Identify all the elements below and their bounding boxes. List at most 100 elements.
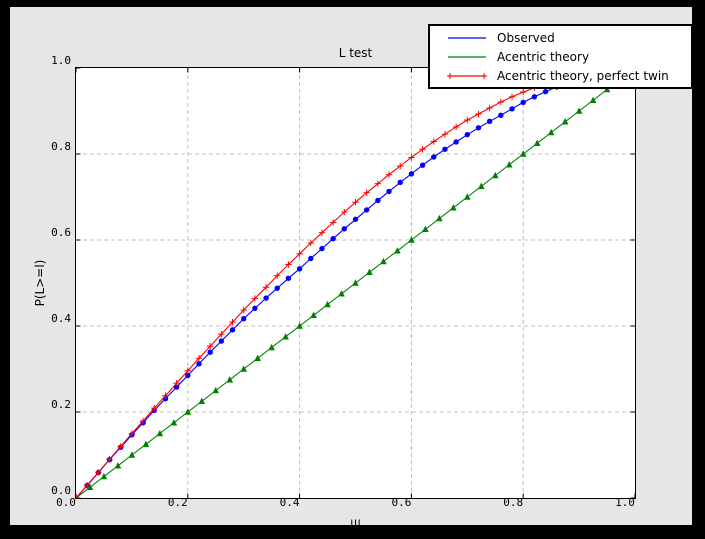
- marker-circle-observed: [296, 266, 303, 272]
- marker-triangle-acentric-theory: [296, 322, 303, 329]
- marker-triangle-acentric-theory: [394, 247, 401, 254]
- marker-circle-observed: [207, 349, 213, 355]
- chart-title: L test: [338, 46, 373, 60]
- marker-triangle-acentric-theory: [505, 161, 513, 168]
- marker-triangle-acentric-theory: [464, 193, 471, 200]
- marker-circle-observed: [352, 216, 359, 223]
- marker-triangle-acentric-theory: [366, 268, 373, 275]
- marker-circle-observed: [319, 245, 325, 252]
- y-tick-label: 1.0: [51, 54, 71, 67]
- x-axis-label: |l|: [349, 518, 362, 532]
- marker-triangle-acentric-theory: [100, 472, 108, 480]
- marker-triangle-acentric-theory: [254, 354, 261, 361]
- y-tick-label: 0.2: [51, 398, 71, 411]
- x-tick-label: 0.6: [391, 496, 412, 509]
- y-tick-label: 0.8: [51, 140, 71, 153]
- x-tick-label: 0.8: [503, 496, 524, 509]
- legend-label-acentric-theory-perfect-twin: Acentric theory, perfect twin: [497, 68, 669, 83]
- marker-triangle-acentric-theory: [450, 204, 457, 211]
- series-line-observed: [76, 86, 557, 498]
- marker-triangle-acentric-theory: [156, 429, 164, 437]
- marker-triangle-acentric-theory: [142, 440, 150, 447]
- marker-triangle-acentric-theory: [547, 128, 555, 136]
- marker-circle-observed: [330, 236, 336, 242]
- y-axis-label: P(L>=l): [33, 259, 47, 307]
- marker-triangle-acentric-theory: [477, 182, 485, 189]
- legend-label-observed: Observed: [497, 30, 555, 45]
- y-tick-label: 0.4: [51, 312, 71, 325]
- marker-triangle-acentric-theory: [170, 419, 178, 426]
- figure-canvas: L test |l| P(L>=l) Observed Acentric theo…: [10, 7, 693, 532]
- legend-line-sample-observed: [448, 36, 486, 39]
- marker-circle-observed: [520, 99, 526, 106]
- marker-circle-observed: [252, 305, 258, 312]
- marker-triangle-acentric-theory: [491, 171, 499, 179]
- marker-triangle-acentric-theory: [436, 214, 443, 222]
- x-tick-label: 0.2: [167, 496, 188, 509]
- marker-triangle-acentric-theory: [561, 118, 569, 125]
- legend-item-acentric-theory-perfect-twin: Acentric theory, perfect twin: [430, 67, 691, 85]
- marker-circle-observed: [509, 106, 515, 112]
- marker-triangle-acentric-theory: [226, 376, 234, 383]
- x-tick-label: 1.0: [615, 496, 635, 509]
- marker-circle-observed: [531, 94, 538, 100]
- legend-label-acentric-theory: Acentric theory: [497, 49, 590, 64]
- plot-canvas: [76, 68, 635, 498]
- marker-triangle-acentric-theory: [533, 139, 541, 146]
- marker-triangle-acentric-theory: [575, 107, 583, 114]
- marker-circle-observed: [375, 197, 381, 204]
- y-tick-label: 0.0: [51, 484, 71, 497]
- marker-triangle-acentric-theory: [282, 333, 289, 340]
- marker-circle-observed: [397, 179, 403, 186]
- series-line-acentric-theory-perfect-twin: [76, 87, 535, 498]
- y-tick-label: 0.6: [51, 226, 71, 239]
- marker-triangle-acentric-theory: [338, 290, 345, 297]
- marker-circle-observed: [173, 384, 180, 390]
- marker-circle-observed: [229, 327, 236, 333]
- marker-triangle-acentric-theory: [422, 225, 429, 232]
- marker-circle-observed: [464, 131, 470, 138]
- marker-triangle-acentric-theory: [198, 397, 206, 404]
- marker-circle-observed: [453, 139, 459, 145]
- plot-area: [75, 67, 636, 499]
- marker-circle-observed: [285, 275, 292, 281]
- marker-triangle-acentric-theory: [184, 408, 192, 415]
- marker-triangle-acentric-theory: [352, 279, 359, 286]
- marker-circle-observed: [341, 226, 348, 232]
- legend-box: Observed Acentric theory Acentric theory, …: [428, 24, 693, 89]
- legend-item-observed: Observed: [430, 29, 691, 47]
- marker-circle-observed: [185, 372, 191, 379]
- marker-triangle-acentric-theory: [114, 462, 122, 469]
- legend-line-sample-acentric-theory-perfect-twin: [447, 72, 487, 79]
- marker-circle-observed: [196, 361, 202, 367]
- marker-triangle-acentric-theory: [240, 365, 247, 372]
- marker-triangle-acentric-theory: [128, 451, 136, 458]
- marker-circle-observed: [542, 88, 549, 95]
- marker-circle-observed: [218, 338, 225, 344]
- marker-triangle-acentric-theory: [589, 96, 597, 103]
- marker-circle-observed: [431, 154, 437, 160]
- marker-triangle-acentric-theory: [603, 85, 611, 93]
- marker-circle-observed: [442, 146, 448, 152]
- marker-circle-observed: [419, 162, 426, 168]
- marker-triangle-acentric-theory: [268, 343, 275, 351]
- marker-circle-observed: [486, 118, 493, 125]
- marker-circle-observed: [274, 285, 280, 291]
- marker-triangle-acentric-theory: [86, 483, 94, 490]
- legend-line-sample-acentric-theory: [448, 55, 486, 58]
- marker-circle-observed: [408, 171, 415, 177]
- marker-triangle-acentric-theory: [519, 150, 527, 157]
- x-tick-label: 0.0: [56, 496, 76, 509]
- marker-triangle-acentric-theory: [324, 300, 331, 308]
- marker-circle-observed: [263, 295, 269, 301]
- marker-circle-observed: [363, 207, 370, 213]
- marker-circle-observed: [308, 255, 314, 262]
- marker-triangle-acentric-theory: [310, 311, 317, 318]
- x-tick-label: 0.4: [279, 496, 300, 509]
- marker-circle-observed: [498, 112, 504, 118]
- marker-triangle-acentric-theory: [380, 257, 387, 265]
- marker-circle-observed: [386, 188, 392, 195]
- marker-triangle-acentric-theory: [408, 236, 415, 243]
- marker-triangle-acentric-theory: [212, 386, 220, 394]
